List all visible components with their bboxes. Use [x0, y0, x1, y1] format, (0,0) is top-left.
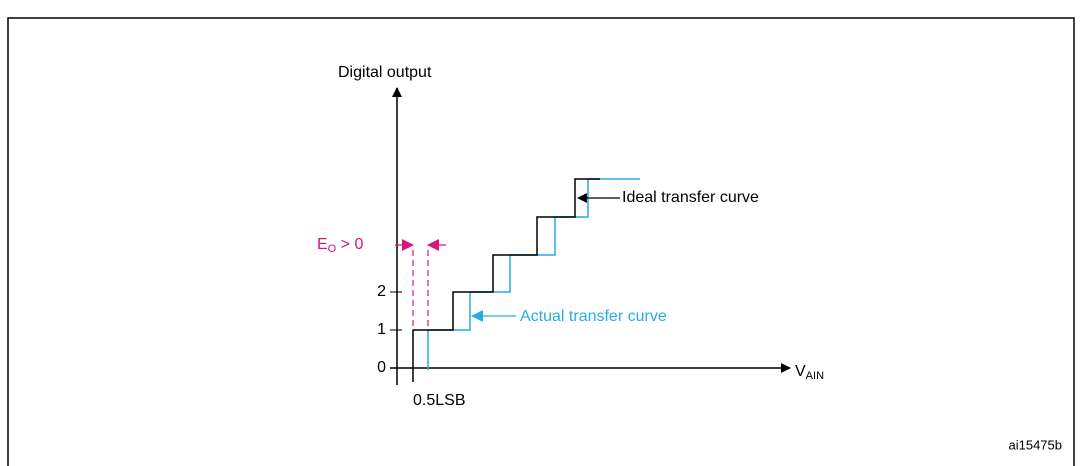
tick-label: 1	[377, 321, 386, 338]
offset-label: EO > 0	[317, 236, 363, 255]
lsb-label: 0.5LSB	[413, 392, 465, 409]
y-axis-label: Digital output	[338, 64, 432, 81]
actual-label: Actual transfer curve	[520, 308, 667, 325]
ideal-label: Ideal transfer curve	[622, 189, 759, 206]
tick-label: 0	[377, 359, 386, 376]
ideal-curve	[412, 178, 600, 382]
frame	[7, 17, 1075, 466]
tick-label: 2	[377, 283, 386, 300]
actual-curve	[427, 178, 640, 370]
x-axis-label: VAIN	[795, 363, 824, 382]
figure-id: ai15475b	[1009, 437, 1063, 452]
